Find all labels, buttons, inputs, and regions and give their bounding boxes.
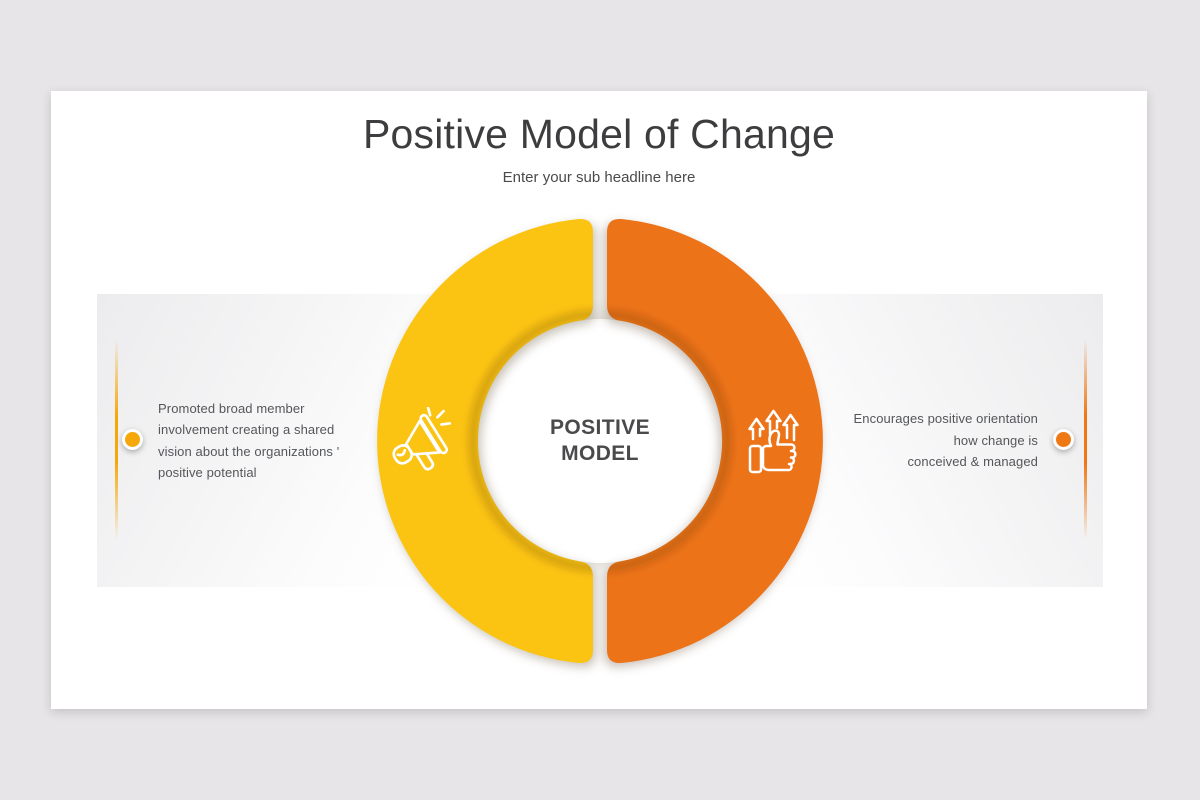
left-bullet-marker <box>122 429 143 450</box>
center-label-line: MODEL <box>561 442 639 465</box>
text-line: conceived & managed <box>907 454 1038 470</box>
text-line: vision about the organizations ' <box>158 443 340 459</box>
megaphone-icon <box>392 407 452 471</box>
right-bullet-marker <box>1053 429 1074 450</box>
right-card-text: Encourages positive orientation how chan… <box>818 294 1038 587</box>
text-line: Encourages positive orientation <box>853 411 1038 427</box>
donut-center-circle <box>478 319 722 563</box>
center-label: POSITIVE MODEL <box>478 319 722 563</box>
right-accent-line <box>1084 339 1087 539</box>
text-line: positive potential <box>158 465 257 480</box>
thumbs-up-growth-icon <box>748 409 799 474</box>
center-label-line: POSITIVE <box>549 416 651 439</box>
left-accent-line <box>115 339 118 539</box>
slide-subtitle: Enter your sub headline here <box>502 169 696 186</box>
text-line: how change is <box>953 432 1038 448</box>
left-card-text: Promoted broad member involvement creati… <box>158 294 373 587</box>
text-line: involvement creating a shared <box>158 422 335 437</box>
donut-diagram <box>377 218 823 664</box>
slide-title: Positive Model of Change <box>362 111 836 157</box>
text-line: Promoted broad member <box>158 400 305 416</box>
slide-canvas: Positive Model of Change Enter your sub … <box>51 91 1147 709</box>
